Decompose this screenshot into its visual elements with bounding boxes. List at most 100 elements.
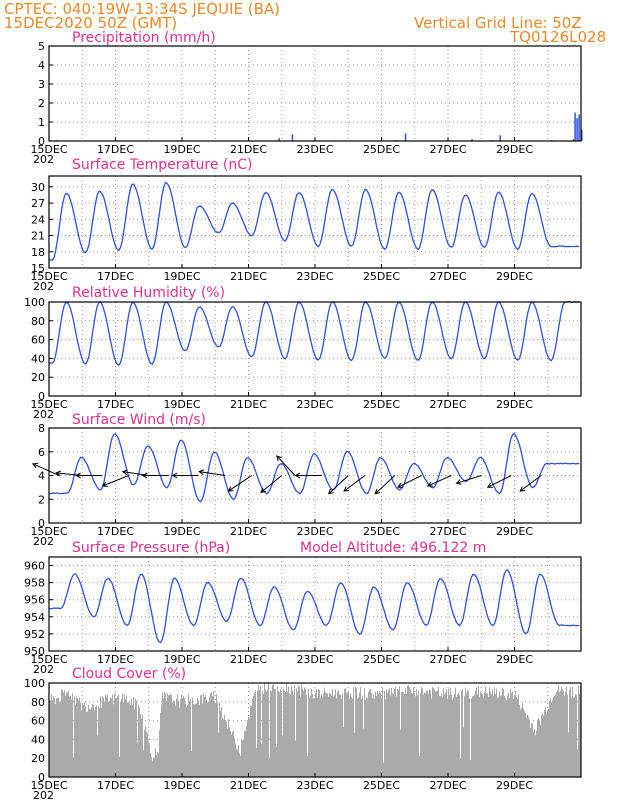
cloud-bar <box>395 686 396 777</box>
y-tick-label: 27 <box>31 197 45 210</box>
y-tick-label: 20 <box>31 371 45 384</box>
cloud-bar <box>229 727 230 777</box>
cloud-bar <box>482 693 483 777</box>
cloud-bar <box>549 700 550 777</box>
cloud-bar <box>344 688 345 777</box>
cloud-bar <box>491 694 492 777</box>
cloud-bar <box>511 692 512 777</box>
cloud-bar <box>123 702 124 777</box>
cloud-bar <box>551 702 552 777</box>
cloud-bar <box>383 762 384 777</box>
cloud-bar <box>481 692 482 777</box>
cloud-bar <box>78 700 79 777</box>
cloud-bar <box>278 691 279 777</box>
cloud-bar <box>448 688 449 777</box>
cloud-bar <box>317 698 318 777</box>
cloud-bar <box>432 687 433 777</box>
cloud-bar <box>177 694 178 777</box>
cloud-bar <box>284 690 285 777</box>
cloud-bar <box>360 686 361 777</box>
cloud-bar <box>412 693 413 777</box>
cloud-bar <box>208 701 209 777</box>
cloud-bar <box>180 699 181 777</box>
cloud-bar <box>293 695 294 777</box>
cloud-bar <box>265 689 266 777</box>
cloud-bar <box>234 737 235 777</box>
year-label: 202 <box>33 663 54 676</box>
cloud-bar <box>450 687 451 777</box>
y-tick-label: 6 <box>38 446 45 459</box>
cloud-bar <box>245 731 246 777</box>
cloud-bar <box>555 695 556 777</box>
cloud-bar <box>332 689 333 777</box>
cloud-bar <box>512 691 513 777</box>
cloud-bar <box>577 749 578 777</box>
cloud-bar <box>243 739 244 777</box>
y-tick-label: 950 <box>24 645 45 658</box>
cloud-bar <box>388 689 389 777</box>
cloud-bar <box>104 701 105 777</box>
cloud-bar <box>553 697 554 777</box>
cloud-bar <box>172 702 173 777</box>
cloud-bar <box>391 687 392 777</box>
cloud-bar <box>403 691 404 777</box>
cloud-bar <box>375 691 376 777</box>
cloud-bar <box>466 692 467 777</box>
cloud-bar <box>224 714 225 777</box>
x-tick-label: 21DEC <box>230 525 267 538</box>
cloud-bar <box>305 688 306 777</box>
cloud-bar <box>520 709 521 777</box>
cloud-bar <box>373 693 374 777</box>
x-tick-label: 23DEC <box>296 398 333 411</box>
cloud-bar <box>252 699 253 777</box>
y-tick-label: 5 <box>38 40 45 53</box>
cloud-bar <box>548 708 549 777</box>
x-tick-label: 17DEC <box>97 270 134 283</box>
cloud-bar <box>440 696 441 777</box>
cloud-bar <box>292 690 293 777</box>
cloud-bar <box>259 689 260 777</box>
cloud-bar <box>143 750 144 777</box>
y-tick-label: 15 <box>31 262 45 275</box>
cloud-bar <box>433 687 434 777</box>
cloud-bar <box>217 703 218 777</box>
cloud-bar <box>394 688 395 777</box>
cloud-bar <box>538 717 539 777</box>
wind-vector <box>228 475 253 492</box>
panel-0: Precipitation (mm/h) 0 1 2 3 4 5 15DEC 17DEC 19DE… <box>30 30 583 166</box>
cloud-bar <box>170 693 171 777</box>
cloud-bar <box>319 689 320 777</box>
cloud-bar <box>350 693 351 777</box>
cloud-bar <box>385 699 386 777</box>
year-label: 202 <box>33 535 54 548</box>
cloud-bar <box>98 706 99 777</box>
cloud-bar <box>100 696 101 777</box>
cloud-bar <box>210 693 211 777</box>
cloud-bar <box>203 693 204 777</box>
cloud-bar <box>338 689 339 777</box>
cloud-bar <box>358 697 359 777</box>
cloud-bar <box>453 697 454 777</box>
cloud-bar <box>134 709 135 777</box>
cloud-bar <box>154 757 155 777</box>
cloud-bar <box>386 689 387 777</box>
y-tick-label: 952 <box>24 628 45 641</box>
cloud-bar <box>331 695 332 777</box>
panel-5: Cloud Cover (%) 0 20 40 60 80 100 15DEC 17DEC 19D… <box>24 666 582 800</box>
cloud-bar <box>445 692 446 777</box>
cloud-bar <box>545 706 546 777</box>
cloud-bar <box>479 697 480 777</box>
cloud-bar <box>294 685 295 777</box>
cloud-bar <box>255 690 256 777</box>
cloud-bar <box>424 692 425 777</box>
cloud-bar <box>91 707 92 777</box>
cloud-bar <box>164 691 165 777</box>
cloud-bar <box>140 714 141 777</box>
cloud-bar <box>400 729 401 777</box>
cloud-bar <box>455 687 456 777</box>
cloud-bar <box>126 695 127 777</box>
cloud-bar <box>122 693 123 777</box>
cloud-bar <box>324 687 325 777</box>
y-tick-label: 958 <box>24 577 45 590</box>
cloud-bar <box>62 689 63 777</box>
